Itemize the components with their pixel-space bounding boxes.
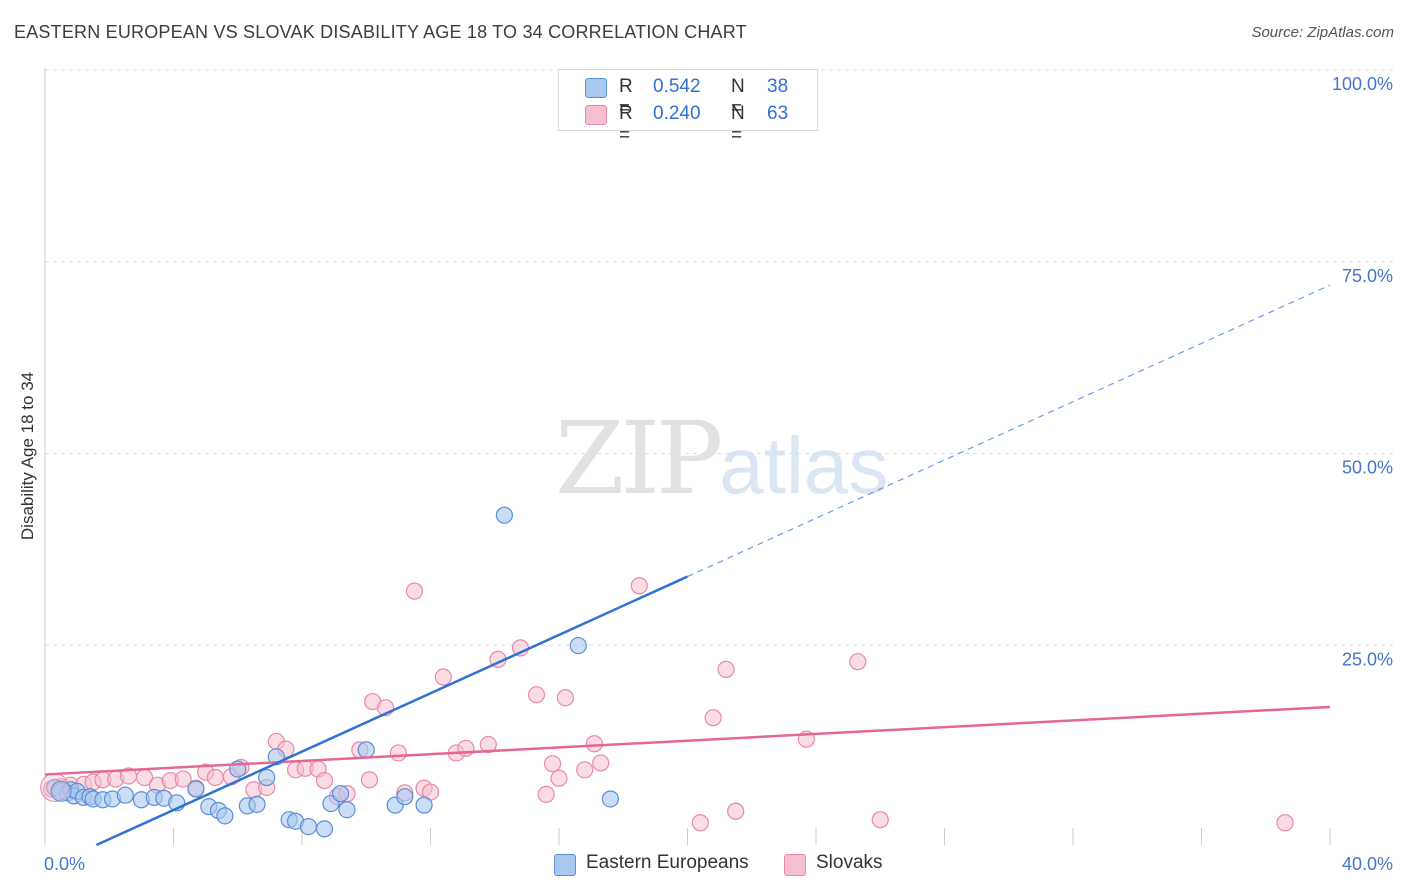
slovaks-point — [704, 709, 722, 727]
slovaks-point — [871, 811, 889, 829]
legend-r-value: 0.240 — [653, 103, 701, 124]
slovaks-point — [434, 668, 452, 686]
y-tick-label: 75.0% — [1342, 266, 1393, 286]
eastern-europeans-point-cluster — [50, 780, 72, 802]
legend-swatch-blue — [585, 78, 607, 98]
x-tick-label: 0.0% — [44, 854, 85, 874]
legend-r-label: R = — [619, 76, 633, 119]
eastern-europeans-point — [258, 768, 276, 787]
y-tick-label: 100.0% — [1332, 74, 1393, 94]
slovaks-point — [457, 739, 475, 757]
slovaks-point — [1276, 814, 1294, 832]
slovaks-point — [556, 689, 575, 707]
eastern-europeans-point — [357, 741, 375, 759]
eastern-europeans-point — [116, 786, 134, 804]
slovaks-point — [717, 660, 735, 678]
correlation-legend: R = 0.542 N = 38 R = 0.240 N = 63 — [558, 69, 818, 146]
eastern-europeans-point — [569, 636, 587, 655]
slovaks-point — [174, 770, 192, 788]
slovaks-point — [537, 785, 555, 803]
slovaks-point — [479, 735, 497, 754]
eastern-europeans-point — [216, 807, 234, 825]
y-tick-label: 50.0% — [1342, 458, 1393, 478]
eastern-europeans-point — [187, 780, 205, 798]
slovaks-point — [315, 771, 334, 790]
legend-n-value: 63 — [767, 103, 789, 124]
slovaks-trendline — [44, 705, 1331, 776]
x-tick-label: 40.0% — [1342, 854, 1393, 874]
watermark-zip: ZIP — [555, 400, 723, 517]
eastern-europeans-point — [338, 801, 356, 819]
y-tick-label: 25.0% — [1342, 649, 1393, 669]
legend-n-label: N = — [731, 76, 745, 119]
eastern-europeans-trendline — [95, 575, 689, 847]
eastern-europeans-point — [601, 790, 620, 808]
legend-n-value: 38 — [767, 76, 789, 97]
eastern-europeans-trendline-extension — [687, 284, 1331, 578]
eastern-europeans-point — [248, 795, 266, 813]
legend-n-label: N = — [731, 103, 745, 146]
slovaks-point — [691, 814, 709, 832]
eastern-europeans-point — [315, 820, 334, 838]
legend-r-value: 0.542 — [653, 76, 701, 97]
bottom-legend-label: Slovaks — [816, 852, 883, 873]
bottom-legend-swatch-pink — [784, 854, 806, 876]
slovaks-point — [527, 686, 546, 704]
eastern-europeans-point — [415, 796, 433, 814]
watermark-atlas: atlas — [719, 421, 889, 510]
eastern-europeans-point — [331, 785, 350, 803]
chart-title: EASTERN EUROPEAN VS SLOVAK DISABILITY AG… — [14, 22, 747, 42]
source-label: Source: ZipAtlas.com — [1251, 24, 1394, 41]
slovaks-point — [630, 577, 648, 595]
eastern-europeans-point — [396, 788, 414, 806]
slovaks-point — [360, 771, 379, 789]
slovaks-point — [550, 769, 568, 787]
bottom-legend-label: Eastern Europeans — [586, 852, 749, 873]
watermark: ZIPatlas — [555, 400, 888, 517]
eastern-europeans-point — [299, 817, 318, 836]
slovaks-point — [543, 755, 562, 773]
bottom-legend-swatch-blue — [554, 854, 576, 876]
slovaks-point — [585, 735, 603, 753]
slovaks-point — [849, 653, 867, 671]
slovaks-point — [592, 754, 610, 772]
slovaks-point — [727, 802, 745, 820]
slovaks-point — [576, 761, 594, 779]
legend-swatch-pink — [585, 105, 607, 125]
slovaks-point — [206, 768, 224, 787]
legend-r-label: R = — [619, 103, 633, 146]
eastern-europeans-point — [495, 506, 513, 524]
slovaks-point — [405, 582, 424, 600]
slovaks-point — [389, 744, 407, 762]
